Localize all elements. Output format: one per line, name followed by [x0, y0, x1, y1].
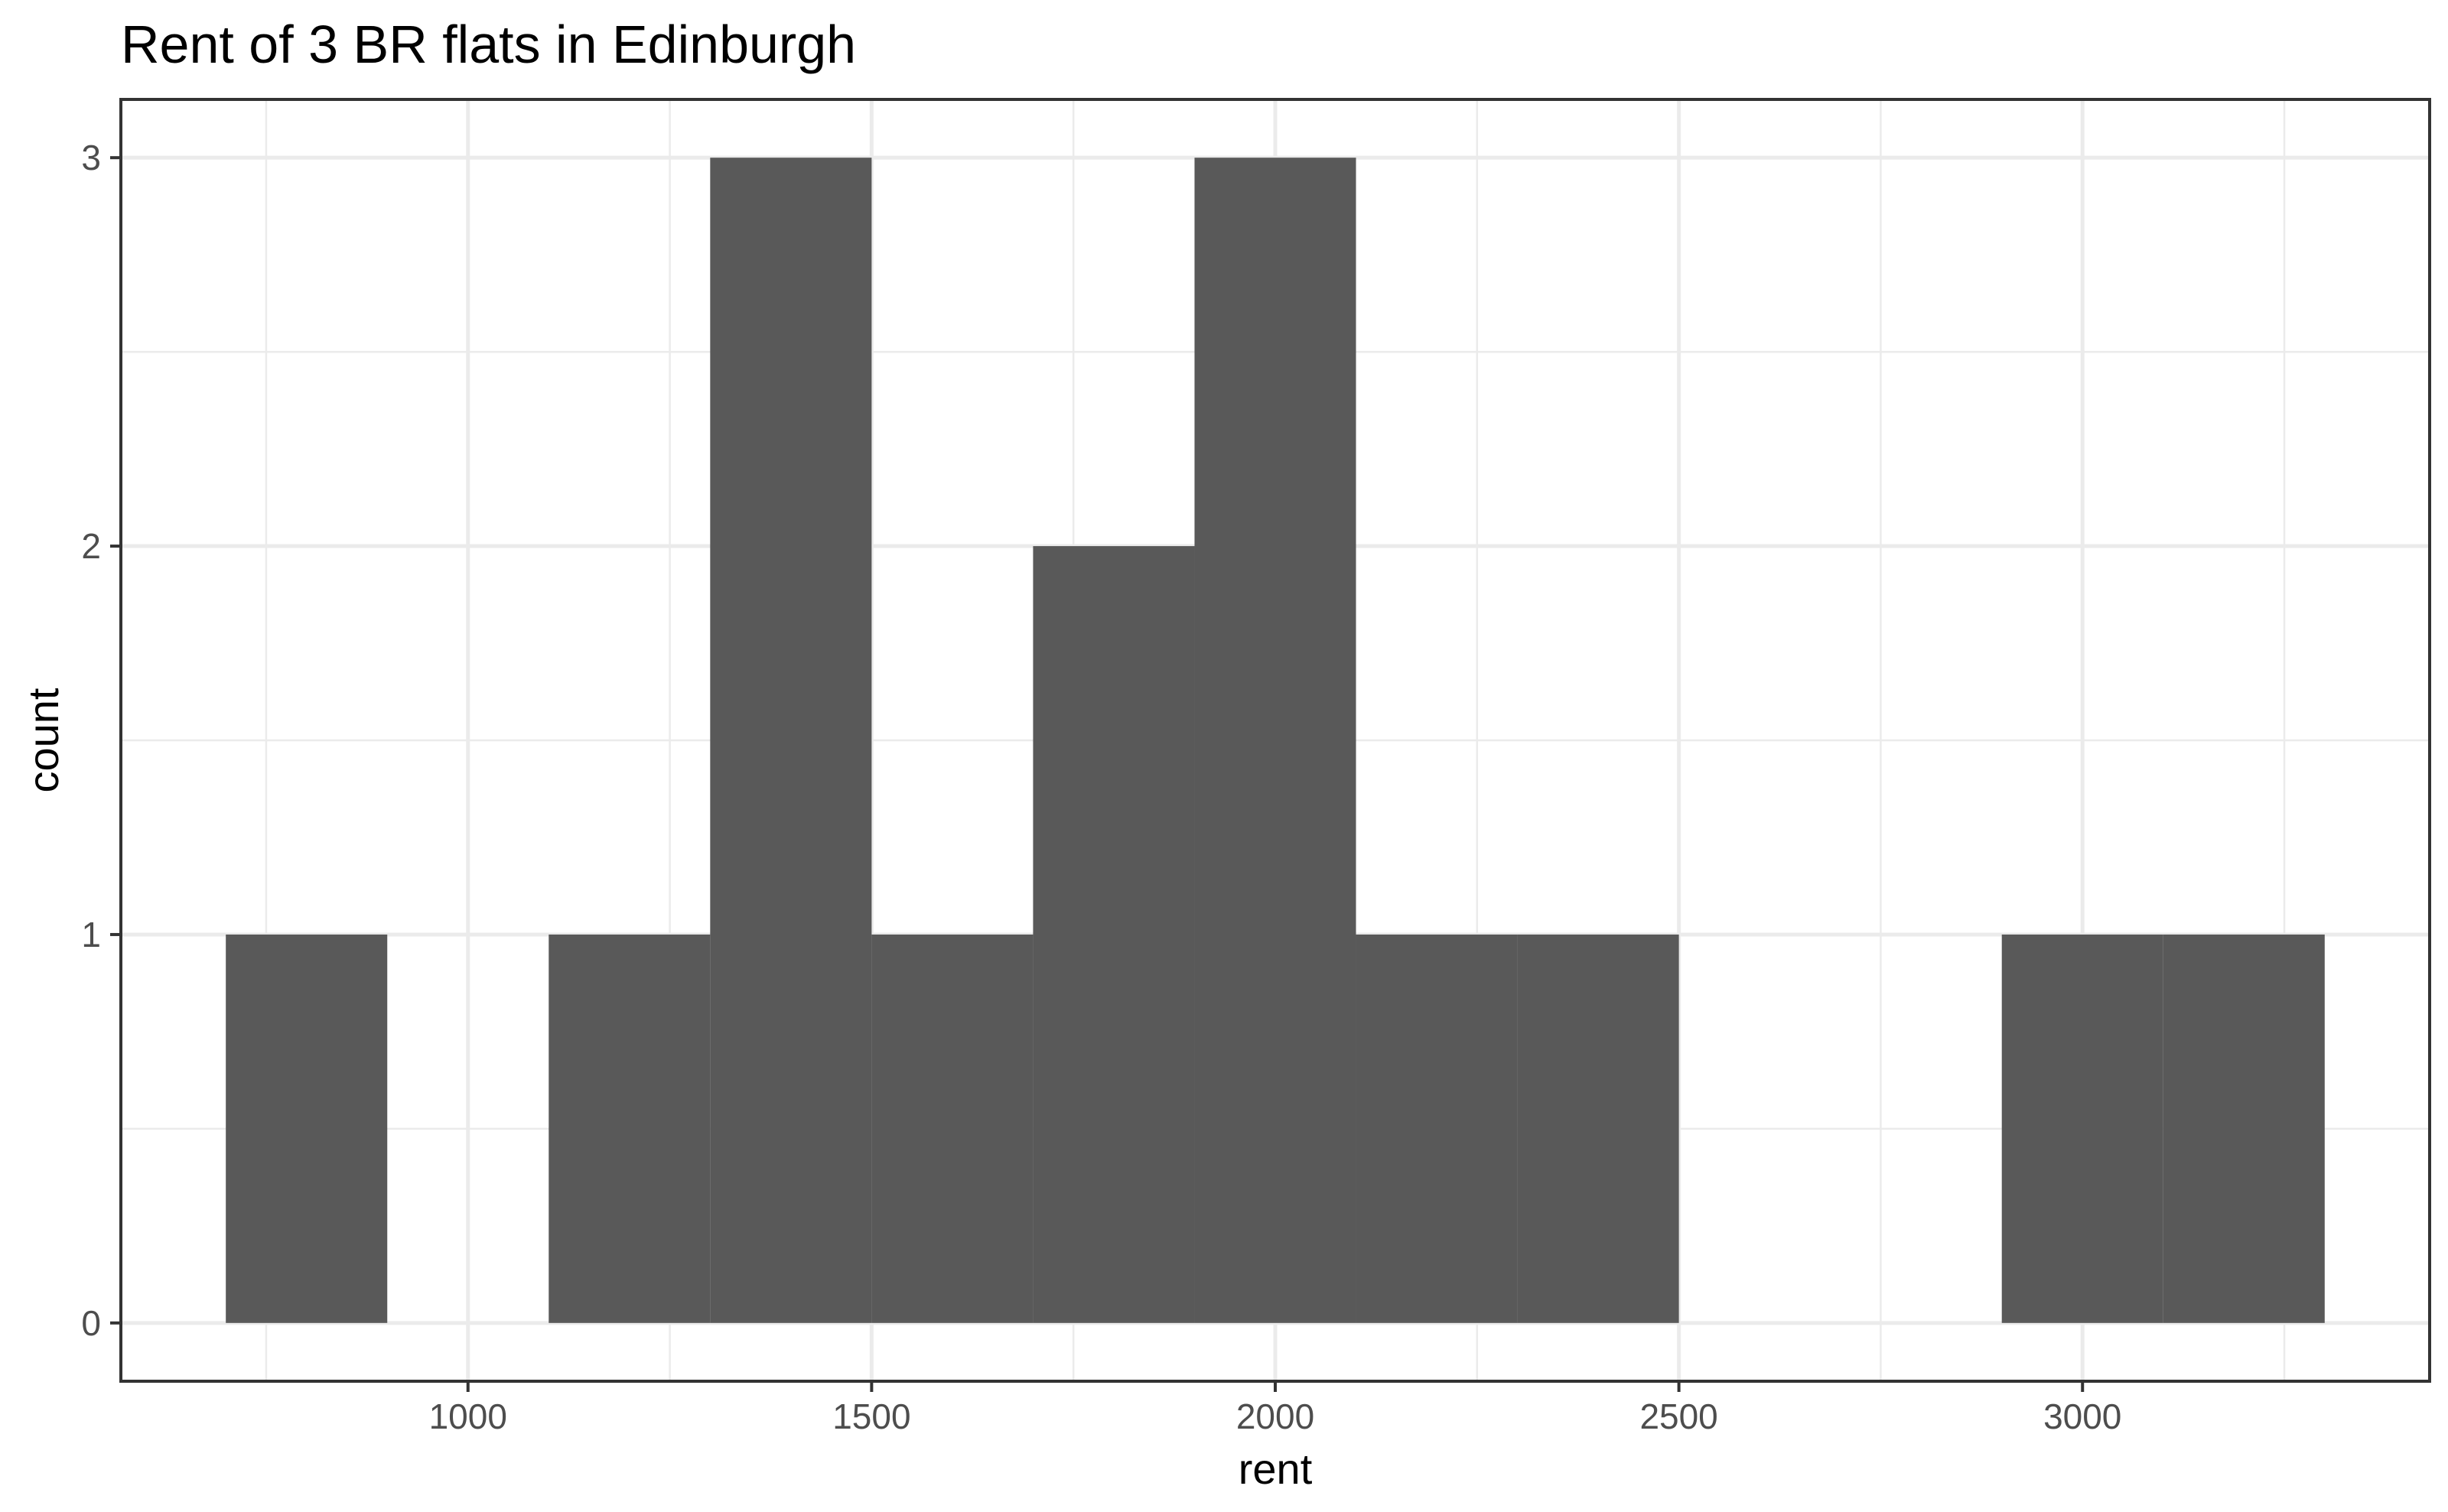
x-tick-label: 1500: [832, 1397, 910, 1436]
chart-title: Rent of 3 BR flats in Edinburgh: [121, 15, 856, 74]
x-tick-label: 3000: [2043, 1397, 2121, 1436]
x-tick-label: 1000: [429, 1397, 507, 1436]
y-tick-label: 2: [81, 526, 101, 566]
histogram-bar: [2163, 934, 2325, 1323]
x-tick-label: 2500: [1639, 1397, 1717, 1436]
histogram-bar: [710, 158, 872, 1323]
histogram-bar: [1033, 546, 1195, 1323]
histogram-bar: [549, 934, 711, 1323]
y-tick-label: 0: [81, 1303, 101, 1343]
x-tick-label: 2000: [1236, 1397, 1314, 1436]
histogram-bar: [1194, 158, 1356, 1323]
histogram-bar: [226, 934, 388, 1323]
y-tick-label: 3: [81, 138, 101, 177]
y-tick-label: 1: [81, 915, 101, 954]
x-axis-ticks: 1000 1500 2000 2500 3000: [429, 1381, 2121, 1436]
x-axis-title: rent: [1239, 1445, 1313, 1493]
y-axis-title: count: [19, 688, 67, 792]
histogram-bar: [871, 934, 1034, 1323]
histogram-bar: [1517, 934, 1679, 1323]
histogram-bars: [226, 158, 2325, 1323]
y-axis-ticks: 0 1 2 3: [81, 138, 121, 1343]
histogram-bar: [2001, 934, 2163, 1323]
histogram-bar: [1356, 934, 1518, 1323]
